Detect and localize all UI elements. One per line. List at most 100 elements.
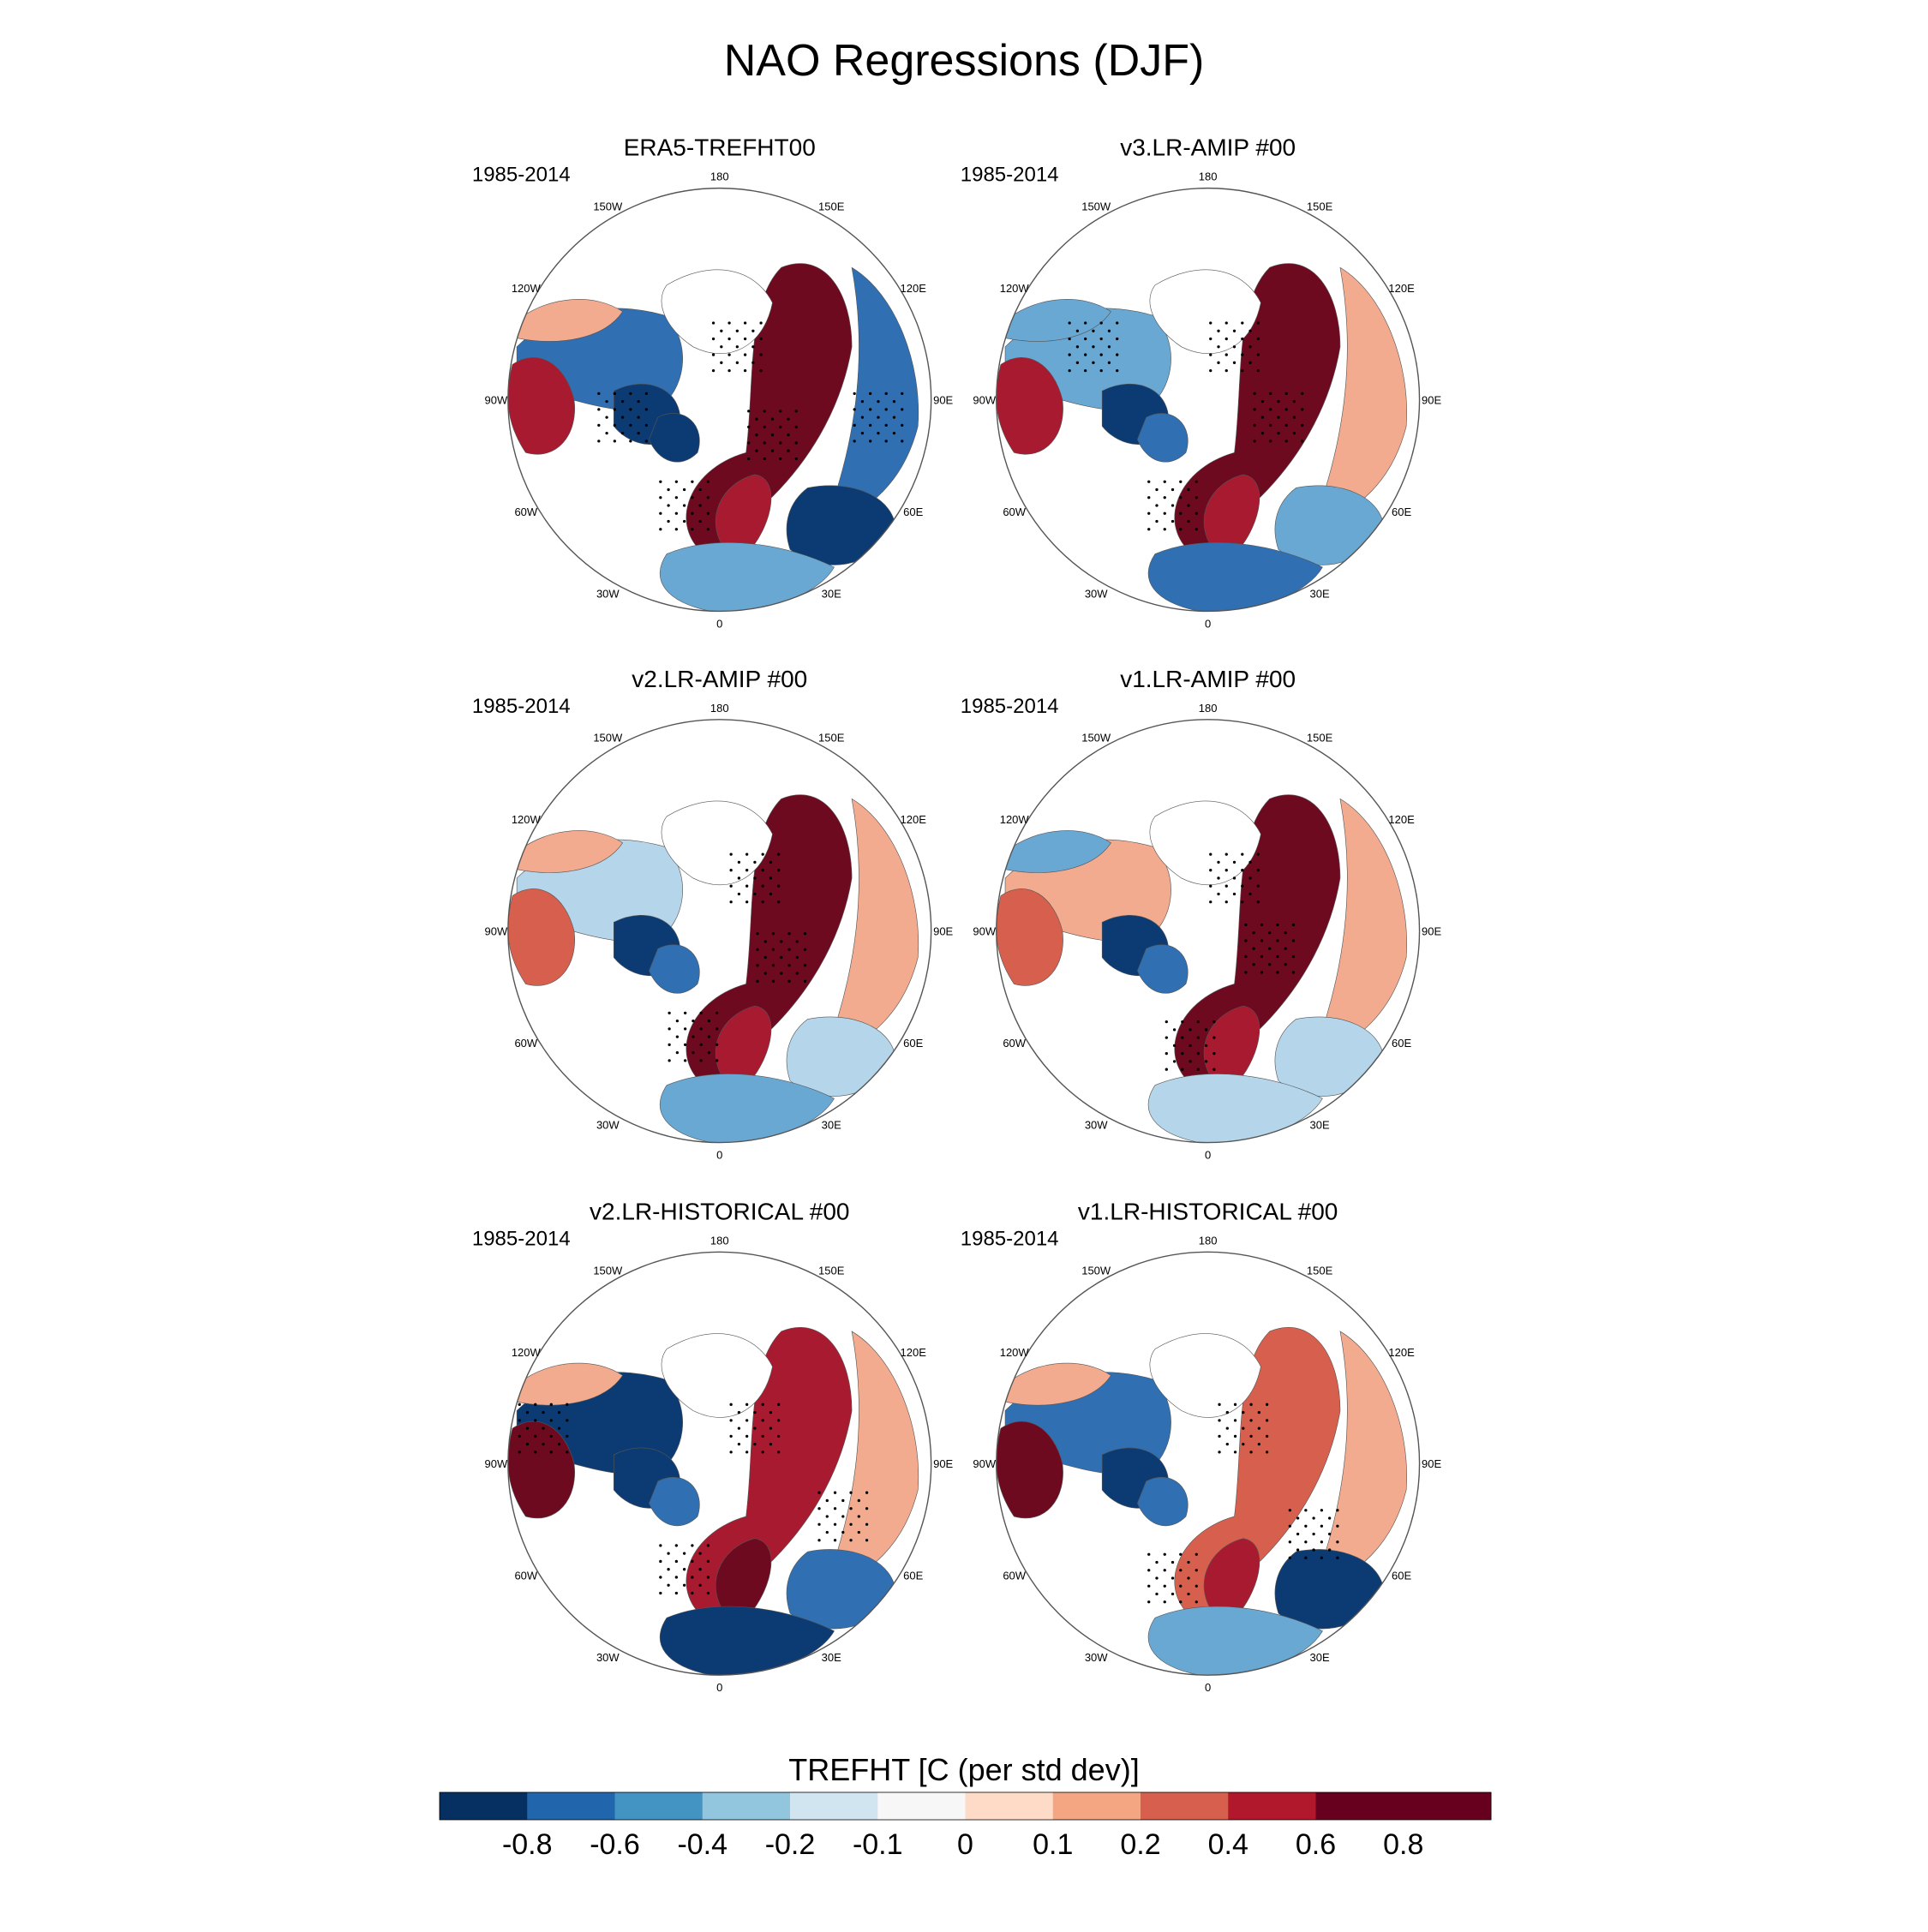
stipple-dot: [763, 955, 767, 960]
stipple-dot: [683, 1027, 687, 1031]
region-westNA: [996, 357, 1063, 455]
stipple-dot: [667, 504, 670, 507]
longitude-label: 180: [710, 1234, 729, 1247]
stipple-dot: [729, 900, 733, 904]
stipple-dot: [1260, 954, 1264, 959]
stipple-dot: [1320, 1524, 1324, 1528]
longitude-label: 120W: [512, 813, 542, 826]
stipple-dot: [777, 1450, 781, 1454]
stipple-dot: [1195, 1600, 1198, 1604]
stipple-dot: [1225, 1427, 1229, 1430]
stipple-dot: [1301, 392, 1304, 395]
stipple-dot: [745, 1450, 749, 1454]
stipple-dot: [1253, 392, 1256, 395]
longitude-label: 120E: [1388, 1346, 1415, 1359]
stipple-dot: [683, 1011, 687, 1014]
stipple-dot: [1155, 1592, 1159, 1596]
stipple-dot: [737, 892, 741, 896]
region-arcticSea: [661, 269, 773, 354]
stipple-dot: [667, 1568, 670, 1571]
longitude-label: 0: [1205, 1149, 1211, 1162]
colorbar-box: [1403, 1792, 1492, 1820]
stipple-dot: [1084, 337, 1087, 341]
stipple-dot: [711, 368, 716, 373]
stipple-dot: [644, 392, 649, 395]
stipple-dot: [1260, 971, 1264, 974]
stipple-dot: [1068, 353, 1071, 356]
stipple-dot: [729, 1419, 733, 1422]
stipple-dot: [1187, 1560, 1190, 1564]
stipple-dot: [682, 1583, 686, 1587]
stipple-dot: [825, 1498, 829, 1503]
stipple-dot: [1163, 528, 1166, 531]
stipple-dot: [1296, 1516, 1300, 1520]
stipple-dot: [769, 892, 773, 896]
region-eurasia: [686, 794, 853, 1091]
stipple-dot: [620, 416, 625, 419]
stipple-dot: [1291, 954, 1296, 959]
stipple-dot: [727, 353, 731, 356]
stipple-dot: [667, 519, 670, 523]
stipple-dot: [706, 528, 710, 531]
stipple-dot: [692, 1050, 695, 1055]
stipple-dot: [795, 940, 799, 943]
stipple-dot: [1256, 869, 1260, 872]
stipple-dot: [1218, 1403, 1221, 1406]
stipple-dot: [1276, 923, 1279, 927]
stipple-dot: [865, 1522, 869, 1526]
anomaly-field: [507, 794, 919, 1143]
stipple-dot: [1301, 440, 1304, 443]
stipple-dot: [849, 1539, 853, 1542]
stipple-dot: [1075, 345, 1080, 349]
stipple-dot: [1195, 1584, 1198, 1588]
map-panel-6: 180 150E 120E 90E 60E 30E 0 30W 60W 90W 120W 150W v1…: [961, 1198, 1442, 1694]
stipple-dot: [1232, 345, 1236, 349]
stipple-dot: [1075, 329, 1080, 332]
region-alaska: [516, 1362, 624, 1406]
stipple-dot: [1116, 337, 1119, 341]
stipple-dot: [1155, 1560, 1159, 1564]
stipple-dot: [771, 964, 775, 967]
stipple-dot: [1218, 1434, 1221, 1438]
longitude-label: 30W: [1085, 587, 1108, 600]
longitude-label: 90E: [1422, 394, 1441, 407]
stipple-dot: [1224, 869, 1228, 872]
stipple-dot: [1217, 329, 1220, 332]
stipple-dot: [518, 1403, 521, 1406]
stipple-dot: [691, 511, 694, 515]
stipple-dot: [747, 410, 751, 413]
stipple-dot: [1241, 900, 1244, 904]
stipple-dot: [1217, 860, 1220, 864]
stipple-dot: [1320, 1509, 1324, 1512]
longitude-label: 60W: [514, 505, 537, 518]
longitude-label: 90W: [973, 925, 996, 938]
longitude-label: 120E: [901, 813, 927, 826]
stipple-dot: [1253, 440, 1256, 443]
colorbar-tick-label: 0: [957, 1828, 973, 1861]
colorbar-box: [614, 1792, 704, 1820]
region-alaska: [1004, 1362, 1111, 1406]
stipple-dot: [849, 1522, 853, 1526]
stipple-dot: [699, 1059, 703, 1062]
anomaly-field: [507, 263, 919, 612]
stipple-dot: [1084, 353, 1087, 356]
stipple-dot: [1269, 408, 1272, 411]
region-westNA: [507, 888, 575, 986]
stipple-dot: [729, 852, 733, 856]
stipple-dot: [1253, 423, 1256, 428]
stipple-dot: [763, 457, 766, 461]
stipple-dot: [735, 345, 739, 349]
region-westNA: [996, 1421, 1063, 1519]
stipple-dot: [1256, 353, 1260, 356]
stipple-dot: [518, 1434, 521, 1438]
stipple-dot: [1249, 1434, 1253, 1438]
stipple-dot: [755, 434, 758, 437]
stipple-dot: [849, 1491, 853, 1494]
longitude-label: 120E: [1388, 813, 1415, 826]
stipple-dot: [1257, 1427, 1260, 1430]
stipple-dot: [720, 361, 723, 364]
stipple-dot: [892, 399, 896, 404]
stipple-dot: [1147, 528, 1151, 531]
stipple-dot: [699, 1011, 703, 1014]
stipple-dot: [884, 408, 888, 411]
